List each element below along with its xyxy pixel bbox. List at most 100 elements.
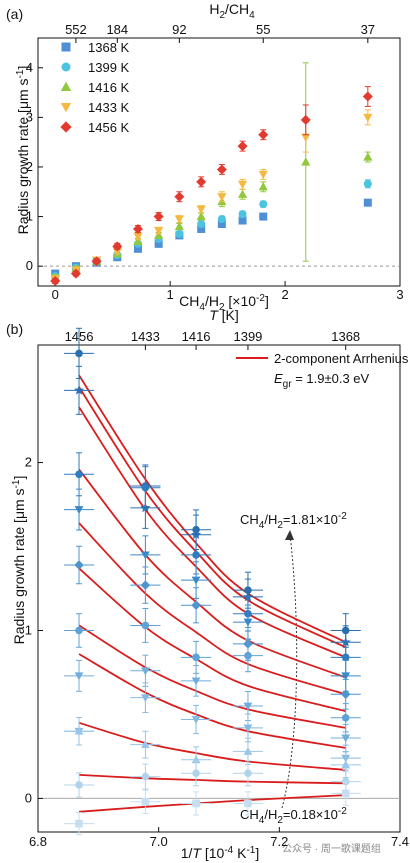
a-plot-frame [37, 37, 401, 287]
a-data-point [238, 216, 247, 225]
a-legend-label-2: 1416 K [88, 80, 130, 95]
b-data-point [341, 672, 351, 681]
a-top-tick-label-3: 55 [256, 22, 270, 37]
b-annotation-low: CH4/H2=0.18×10-2 [240, 806, 347, 826]
b-data-point [340, 689, 351, 700]
b-fit-curve-3 [78, 468, 347, 679]
b-data-point [192, 551, 200, 559]
a-data-point [197, 220, 206, 228]
a-top-axis-title: H2/CH4 [209, 1, 255, 21]
b-data-point [141, 621, 150, 630]
b-ylabel: Radius growth rate [μm s-1] [11, 476, 27, 645]
a-data-point [237, 180, 248, 190]
b-fit-curve-4 [78, 522, 346, 696]
b-x-tick-label-2: 7.2 [270, 834, 288, 849]
b-legend-fit-label: 2-component Arrhenius fit [274, 351, 410, 366]
b-fit-curve-5 [78, 567, 346, 712]
b-top-tick-label-3: 1399 [233, 329, 262, 344]
a-data-point [217, 193, 227, 202]
a-data-point [363, 179, 372, 188]
a-data-point [258, 170, 268, 180]
b-fit-curve-9 [78, 774, 346, 785]
b-data-point [141, 551, 150, 560]
a-data-point [363, 113, 373, 123]
b-data-point [74, 672, 84, 681]
b-data-point [74, 726, 84, 735]
a-legend-label-4: 1456 K [88, 120, 130, 135]
b-data-point [75, 626, 83, 635]
b-legend-energy: Egr = 1.9±0.3 eV [274, 371, 370, 390]
b-x-tick-label-0: 6.8 [29, 834, 47, 849]
b-plot-frame [37, 344, 401, 833]
a-top-tick-label-0: 552 [65, 22, 87, 37]
a-top-tick-label-2: 92 [172, 22, 186, 37]
b-data-point [192, 653, 200, 662]
panel-label-a: (a) [6, 6, 23, 22]
a-y-tick-label-1: 1 [26, 209, 33, 224]
b-data-point [341, 760, 351, 769]
a-data-point [217, 215, 226, 224]
b-data-point [244, 769, 252, 778]
a-top-tick-label-1: 184 [106, 22, 128, 37]
b-data-point [341, 714, 350, 722]
a-data-point [174, 215, 184, 224]
a-data-point [133, 244, 142, 253]
a-ylabel: Radius growth rate [μm s-1] [15, 66, 31, 235]
b-fit-curve-2 [78, 406, 347, 659]
b-top-tick-label-2: 1416 [182, 329, 211, 344]
b-top-tick-label-1: 1433 [131, 329, 160, 344]
a-x-tick-label-0: 0 [52, 287, 59, 302]
a-data-point [300, 114, 311, 125]
a-legend-marker-4 [60, 121, 72, 133]
b-annotation-arrow [281, 534, 298, 809]
a-data-point [154, 226, 164, 236]
b-data-point [243, 746, 253, 755]
b-xlabel: 1/T [10-4 K-1] [181, 845, 260, 861]
a-data-point [362, 91, 373, 102]
a-data-point [70, 268, 81, 279]
b-data-point [74, 506, 84, 515]
b-data-point [141, 740, 150, 749]
a-data-point [197, 224, 206, 233]
a-top-tick-label-4: 37 [361, 22, 375, 37]
b-data-point [243, 618, 253, 627]
b-y-tick-label-1: 1 [25, 622, 32, 637]
b-data-point [192, 769, 200, 778]
a-data-point [237, 141, 248, 152]
b-y-tick-label-2: 2 [25, 455, 32, 470]
b-data-point [191, 677, 201, 686]
b-data-point [141, 667, 150, 676]
a-x-tick-label-3: 3 [396, 287, 403, 302]
a-data-point [217, 220, 226, 228]
a-y-tick-label-3: 3 [26, 109, 33, 124]
b-data-point [244, 651, 252, 660]
a-legend-label-3: 1433 K [88, 100, 130, 115]
a-xlabel-ratio: CH4/H2 [×10-2] [179, 293, 269, 313]
a-data-point [196, 205, 206, 214]
b-data-point [191, 576, 201, 585]
watermark: 公众号 · 周一歌课题组 [282, 842, 381, 855]
a-legend-label-1: 1399 K [88, 60, 130, 75]
a-data-point [363, 152, 373, 161]
a-y-tick-label-0: 0 [26, 258, 33, 273]
b-data-point [341, 734, 351, 743]
a-data-point [196, 211, 206, 221]
a-legend-marker-0 [61, 42, 71, 52]
a-data-point [133, 232, 143, 242]
a-data-point [154, 239, 163, 248]
a-legend-label-0: 1368 K [88, 40, 130, 55]
a-data-point [259, 212, 268, 221]
b-x-tick-label-1: 7.0 [150, 834, 168, 849]
a-data-point [237, 189, 248, 198]
a-data-point [153, 211, 164, 222]
b-data-point [74, 560, 84, 570]
b-data-point [341, 789, 350, 798]
a-data-point [216, 164, 227, 175]
a-data-point [258, 182, 268, 191]
b-data-point [244, 799, 252, 808]
b-data-point [74, 385, 85, 395]
a-legend-marker-1 [61, 62, 71, 72]
b-data-point [141, 694, 150, 703]
a-data-point [258, 129, 269, 140]
